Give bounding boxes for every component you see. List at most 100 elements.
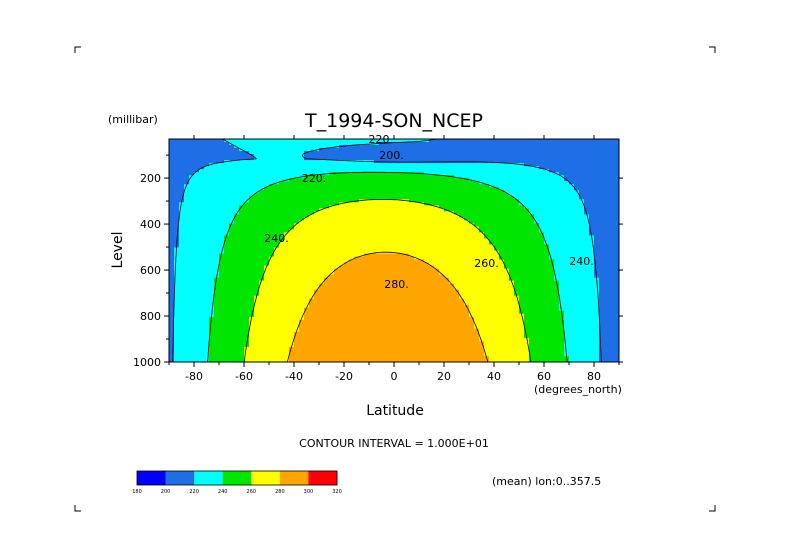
contour-cell [454, 181, 460, 185]
contour-cell [344, 253, 350, 258]
contour-cell [269, 325, 275, 330]
contour-cell [349, 256, 355, 261]
contour-cell [459, 190, 465, 194]
contour-cell [419, 256, 425, 261]
contour-cell [239, 223, 245, 227]
contour-cell [314, 235, 320, 240]
contour-cell [489, 250, 495, 255]
contour-cell [414, 334, 420, 339]
contour-cell [494, 277, 500, 282]
contour-cell [249, 220, 255, 224]
contour-cell [334, 226, 340, 230]
contour-cell [399, 151, 405, 155]
contour-cell [309, 313, 315, 318]
contour-cell [374, 157, 380, 161]
contour-cell [494, 226, 500, 230]
contour-cell [344, 157, 350, 161]
contour-cell [224, 220, 230, 224]
contour-cell [179, 166, 185, 170]
contour-cell [464, 163, 470, 167]
contour-cell [489, 202, 495, 206]
contour-cell [214, 259, 220, 264]
contour-cell [404, 220, 410, 224]
contour-cell [274, 229, 280, 234]
contour-cell [249, 265, 255, 270]
contour-cell [289, 256, 295, 261]
contour-cell [254, 163, 260, 167]
contour-cell [194, 238, 200, 243]
contour-cell [184, 280, 190, 285]
contour-cell [269, 178, 275, 182]
contour-cell [179, 148, 185, 152]
contour-cell [309, 289, 315, 294]
contour-cell [339, 301, 345, 306]
contour-cell [409, 205, 415, 209]
contour-cell [189, 286, 195, 291]
contour-cell [334, 343, 340, 348]
contour-cell [259, 283, 265, 288]
contour-cell [414, 316, 420, 321]
contour-cell [409, 142, 415, 146]
contour-cell [489, 151, 495, 155]
contour-cell [364, 283, 370, 288]
contour-cell [214, 232, 220, 237]
contour-cell [169, 322, 175, 327]
contour-cell [204, 223, 210, 227]
contour-cell [189, 190, 195, 194]
contour-cell [179, 238, 185, 243]
contour-cell [259, 289, 265, 294]
contour-cell [289, 244, 295, 249]
contour-cell [234, 223, 240, 227]
contour-cell [414, 310, 420, 315]
contour-cell [319, 157, 325, 161]
contour-cell [494, 286, 500, 291]
contour-cell [399, 325, 405, 330]
contour-cell [359, 238, 365, 243]
contour-cell [204, 289, 210, 294]
contour-cell [389, 328, 395, 333]
contour-cell [374, 166, 380, 170]
contour-cell [354, 319, 360, 324]
contour-cell [314, 289, 320, 294]
contour-cell [274, 199, 280, 203]
contour-cell [269, 217, 275, 221]
contour-cell [369, 295, 375, 300]
contour-cell [244, 274, 250, 279]
contour-cell [489, 208, 495, 212]
contour-cell [384, 169, 390, 173]
contour-cell [434, 259, 440, 264]
contour-cell [239, 154, 245, 158]
contour-cell [499, 268, 505, 273]
contour-cell [339, 253, 345, 258]
contour-cell [229, 229, 235, 234]
contour-cell [249, 190, 255, 194]
contour-cell [459, 232, 465, 237]
contour-cell [314, 166, 320, 170]
contour-cell [359, 331, 365, 336]
contour-cell [439, 148, 445, 152]
contour-cell [194, 328, 200, 333]
contour-cell [279, 223, 285, 227]
contour-cell [354, 157, 360, 161]
contour-cell [209, 319, 215, 324]
contour-cell [169, 160, 175, 164]
contour-cell [309, 292, 315, 297]
contour-cell [399, 232, 405, 237]
contour-cell [214, 151, 220, 155]
contour-cell [279, 349, 285, 354]
contour-cell [294, 280, 300, 285]
contour-cell [189, 247, 195, 252]
contour-cell [429, 181, 435, 185]
contour-cell [349, 304, 355, 309]
contour-cell [299, 172, 305, 176]
contour-cell [474, 334, 480, 339]
contour-cell [329, 139, 335, 143]
contour-cell [479, 286, 485, 291]
contour-cell [184, 145, 190, 149]
contour-cell [349, 220, 355, 224]
contour-cell [484, 280, 490, 285]
contour-cell [434, 289, 440, 294]
contour-cell [269, 298, 275, 303]
contour-cell [234, 283, 240, 288]
contour-cell [414, 241, 420, 246]
